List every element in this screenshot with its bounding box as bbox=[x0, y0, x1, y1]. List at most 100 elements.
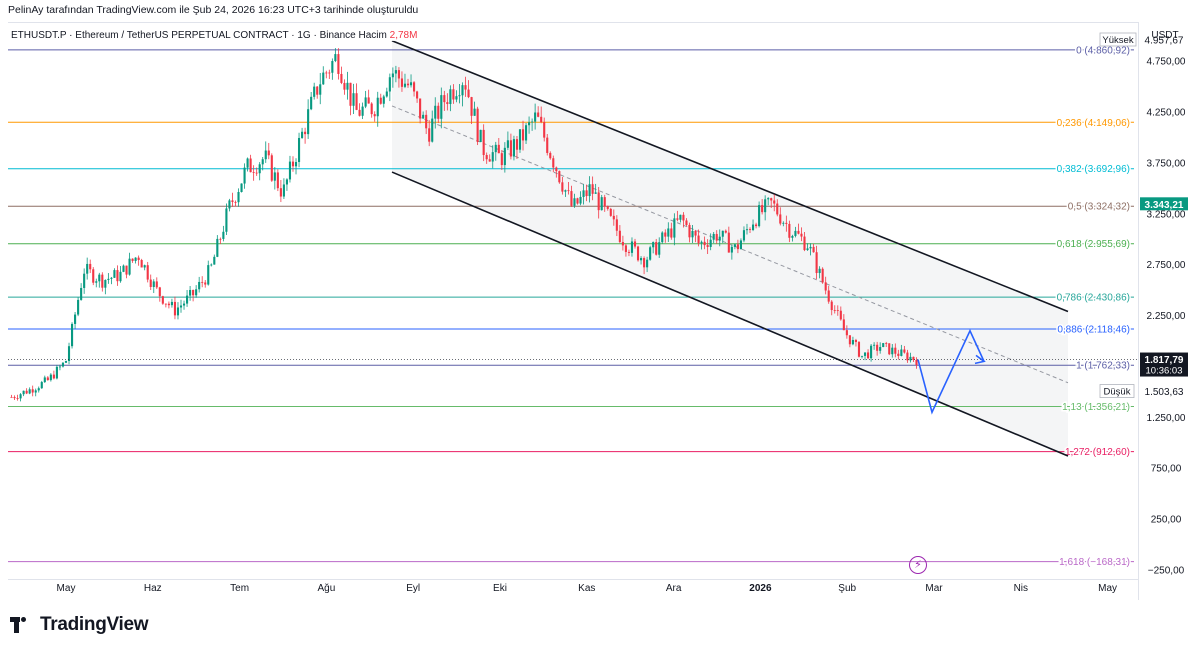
x-tick-label: Şub bbox=[838, 583, 856, 594]
x-tick-label: Eyl bbox=[406, 583, 420, 594]
candle-body bbox=[761, 205, 764, 213]
candle-body bbox=[748, 229, 752, 230]
symbol-info[interactable]: ETHUSDT.P · Ethereum / TetherUS PERPETUA… bbox=[11, 30, 418, 41]
candle-body bbox=[70, 323, 74, 347]
fib-level-label: 1,272 (912,60) bbox=[1065, 447, 1130, 458]
candle-body bbox=[515, 139, 519, 150]
y-tick-label: 1.250,00 bbox=[1147, 413, 1186, 424]
channel-lower-line bbox=[391, 171, 1069, 457]
candle-body bbox=[776, 203, 779, 215]
lightning-icon[interactable]: ⚡ bbox=[909, 556, 927, 574]
candle-body bbox=[349, 82, 352, 106]
candle-body bbox=[518, 129, 522, 150]
candle-body bbox=[155, 281, 158, 288]
candle-body bbox=[58, 366, 61, 368]
candle-body bbox=[331, 61, 334, 73]
candle-body bbox=[167, 303, 170, 306]
candle-body bbox=[170, 301, 173, 306]
candle-body bbox=[691, 230, 694, 238]
candle-body bbox=[304, 131, 307, 135]
candle-body bbox=[28, 389, 31, 394]
candle-body bbox=[797, 230, 800, 234]
candle-body bbox=[52, 374, 55, 379]
candle-body bbox=[134, 257, 137, 261]
candle-body bbox=[186, 295, 189, 304]
candle-body bbox=[770, 198, 773, 201]
candle-body bbox=[706, 245, 709, 247]
price-axis[interactable] bbox=[1138, 22, 1193, 600]
candle-body bbox=[546, 137, 549, 153]
chart-area[interactable] bbox=[8, 22, 1138, 580]
candle-body bbox=[77, 299, 80, 315]
candle-body bbox=[143, 265, 146, 268]
candle-body bbox=[630, 241, 634, 253]
x-tick-label: May bbox=[57, 583, 76, 594]
x-tick-label: Tem bbox=[230, 583, 249, 594]
candle-body bbox=[912, 356, 915, 360]
symbol-title[interactable]: ETHUSDT.P · Ethereum / TetherUS PERPETUA… bbox=[11, 30, 356, 41]
tradingview-logo[interactable]: TradingView bbox=[10, 614, 149, 636]
candle-body bbox=[137, 257, 140, 261]
candle-body bbox=[313, 86, 316, 97]
candle-body bbox=[767, 198, 770, 200]
y-tick-label: 2.750,00 bbox=[1147, 260, 1186, 271]
candle-body bbox=[494, 144, 497, 153]
candle-body bbox=[473, 108, 476, 116]
candle-body bbox=[55, 366, 58, 379]
fib-level-label: 0,382 (3.692,96) bbox=[1057, 164, 1130, 175]
candle-body bbox=[543, 122, 546, 138]
candle-body bbox=[122, 265, 125, 272]
candle-body bbox=[709, 239, 712, 247]
y-tick-label: 4.250,00 bbox=[1147, 108, 1186, 119]
candle-body bbox=[555, 167, 558, 172]
candle-body bbox=[46, 377, 49, 381]
candle-body bbox=[773, 200, 776, 204]
candle-body bbox=[591, 184, 594, 194]
candle-body bbox=[179, 305, 183, 308]
secondary-price-value: 3.343,21 bbox=[1145, 200, 1184, 211]
current-price-tag bbox=[1140, 352, 1188, 377]
candle-body bbox=[537, 112, 540, 117]
candle-body bbox=[800, 233, 803, 237]
candle-body bbox=[328, 72, 331, 74]
candle-body bbox=[873, 344, 876, 346]
candle-body bbox=[231, 200, 234, 202]
candle-body bbox=[664, 232, 667, 237]
candle-body bbox=[661, 232, 664, 243]
candle-body bbox=[428, 128, 431, 142]
candle-body bbox=[845, 330, 848, 336]
candle-body bbox=[322, 72, 325, 85]
candle-body bbox=[80, 287, 83, 300]
x-tick-label: Kas bbox=[578, 583, 595, 594]
candle-body bbox=[540, 116, 543, 123]
candle-body bbox=[403, 83, 407, 87]
candle-body bbox=[37, 388, 40, 391]
candle-body bbox=[210, 264, 213, 266]
candle-body bbox=[509, 140, 512, 157]
candle-body bbox=[358, 109, 361, 116]
candle-body bbox=[464, 85, 467, 90]
candle-body bbox=[491, 152, 494, 162]
candle-body bbox=[213, 256, 216, 265]
candle-body bbox=[104, 279, 107, 288]
candle-body bbox=[824, 282, 827, 291]
candle-body bbox=[758, 205, 761, 227]
candle-body bbox=[528, 122, 531, 126]
candle-body bbox=[848, 335, 851, 345]
candle-body bbox=[730, 246, 733, 253]
candle-body bbox=[733, 244, 736, 247]
candle-body bbox=[812, 246, 815, 253]
fib-level-label: 1,618 (−168,31) bbox=[1059, 557, 1130, 568]
candle-body bbox=[270, 155, 273, 181]
x-tick-label: Ara bbox=[666, 583, 682, 594]
candle-body bbox=[195, 289, 198, 296]
candle-body bbox=[839, 310, 842, 320]
candle-body bbox=[385, 91, 388, 97]
candle-body bbox=[573, 198, 576, 206]
candle-body bbox=[615, 219, 618, 231]
candle-body bbox=[440, 95, 443, 119]
current-price-value: 1.817,79 bbox=[1145, 355, 1184, 366]
candle-body bbox=[49, 374, 52, 381]
candle-body bbox=[567, 190, 570, 192]
